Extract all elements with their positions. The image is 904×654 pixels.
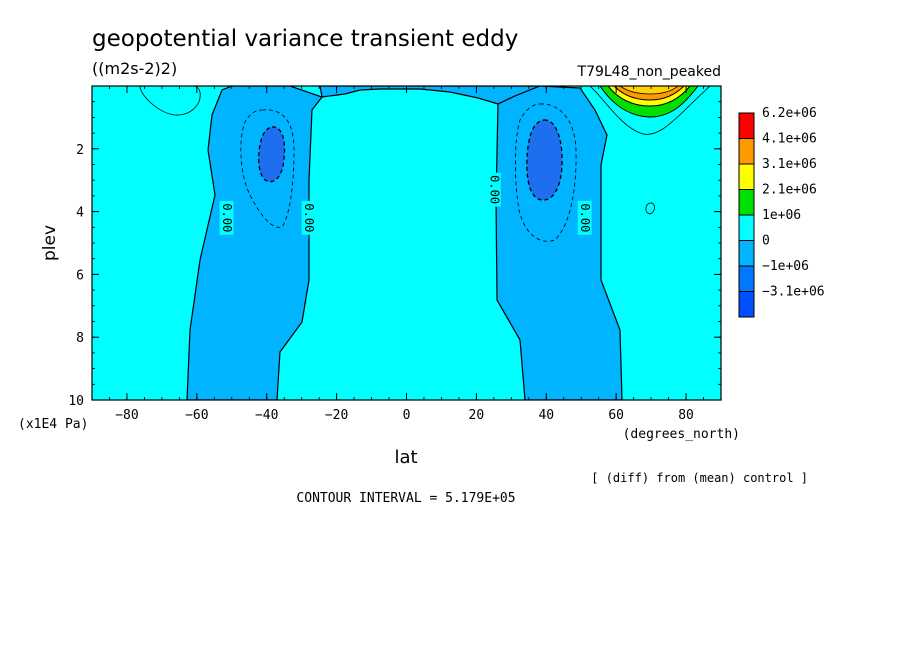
x-axis: −80 −60 −40 −20 0 20 40 60 80 [91, 86, 722, 423]
positive-contour-west [139, 86, 201, 116]
contour-label-bg [301, 200, 316, 235]
legend-swatch [738, 291, 755, 318]
x-axis-label: lat [394, 447, 417, 468]
run-label: T79L48_non_peaked [577, 64, 721, 80]
minimum-core-north [526, 119, 563, 201]
legend-swatch [738, 265, 755, 292]
legend-label: 1e+06 [762, 208, 801, 223]
x-tick-label: 40 [538, 408, 554, 423]
legend-swatch [738, 214, 755, 241]
contour-label: 0.00 [487, 175, 501, 204]
x-tick-label: −60 [185, 408, 208, 423]
contour-labels: 0.00 0.00 0.00 0.00 [219, 172, 592, 235]
legend-swatch [738, 112, 755, 139]
y-tick-label: 4 [76, 206, 84, 221]
legend-label: −3.1e+06 [762, 285, 825, 300]
x-tick-label: 60 [608, 408, 624, 423]
contour-label: 0.00 [578, 203, 592, 232]
dashed-contour-south [240, 109, 295, 228]
x-tick-label: 0 [403, 408, 411, 423]
negative-region-south [186, 86, 323, 400]
y-tick-label: 10 [68, 394, 84, 409]
diff-note: [ (diff) from (mean) control ] [591, 471, 808, 485]
contour-label: 0.00 [302, 203, 316, 232]
chart-title: geopotential variance transient eddy [92, 26, 518, 52]
y-axis-units: (x1E4 Pa) [18, 417, 88, 432]
positive-contour-small [645, 202, 655, 215]
legend-label: 4.1e+06 [762, 132, 817, 147]
color-legend: 6.2e+06 4.1e+06 3.1e+06 2.1e+06 1e+06 0 −1e+06… [738, 106, 825, 318]
units-label: ((m2s-2)2) [92, 59, 177, 78]
contour-label: 0.00 [220, 203, 234, 232]
contour-field [92, 86, 721, 400]
legend-label: 3.1e+06 [762, 157, 817, 172]
legend-label: −1e+06 [762, 259, 809, 274]
x-tick-label: −40 [255, 408, 278, 423]
x-tick-label: 80 [678, 408, 694, 423]
positive-band-gold [619, 86, 679, 95]
x-axis-units: (degrees_north) [623, 427, 740, 442]
y-tick-label: 6 [76, 268, 84, 283]
legend-label: 6.2e+06 [762, 106, 817, 121]
y-tick-label: 2 [76, 143, 84, 158]
legend-swatch [738, 138, 755, 165]
positive-contour-outer [589, 86, 711, 135]
legend-label: 0 [762, 234, 770, 249]
minimum-core-south [258, 126, 286, 183]
legend-swatch [738, 240, 755, 267]
x-tick-label: −20 [325, 408, 348, 423]
contour-label-bg [486, 172, 501, 207]
dashed-contour-north [514, 103, 577, 242]
legend-swatch [738, 163, 755, 190]
field-background [92, 86, 721, 400]
x-tick-label: 20 [469, 408, 485, 423]
legend-label: 2.1e+06 [762, 183, 817, 198]
x-tick-label: −80 [115, 408, 138, 423]
y-axis-label: plev [40, 225, 60, 261]
contour-label-bg [577, 200, 592, 235]
y-tick-label: 8 [76, 331, 84, 346]
contour-interval: CONTOUR INTERVAL = 5.179E+05 [296, 491, 515, 506]
contour-label-bg [219, 200, 234, 235]
y-axis: 2 4 6 8 10 [68, 101, 721, 409]
legend-swatch [738, 189, 755, 216]
